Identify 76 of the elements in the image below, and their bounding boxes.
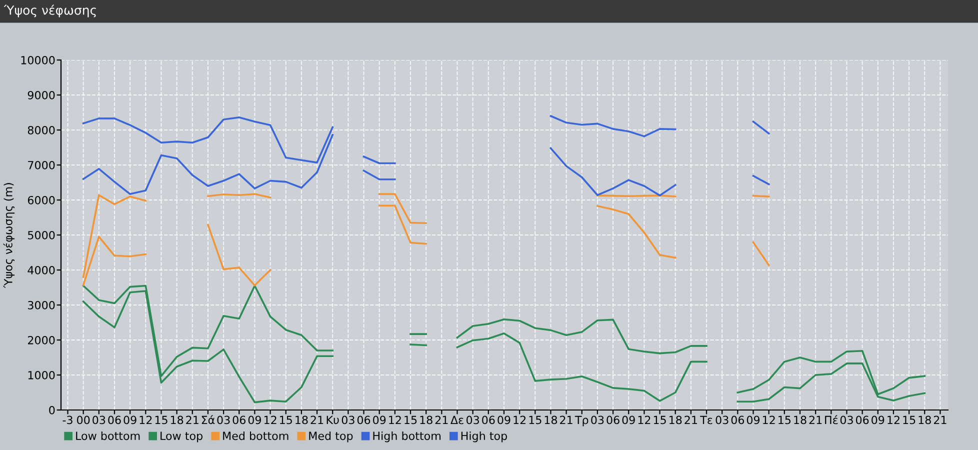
x-tick-label: 18 bbox=[544, 416, 558, 424]
legend-label: Med top bbox=[309, 431, 353, 442]
x-tick-label: 06 bbox=[482, 416, 495, 424]
x-tick-label: 21 bbox=[560, 416, 572, 424]
x-tick-label: 21 bbox=[934, 416, 946, 424]
x-tick-label: Τε bbox=[700, 416, 712, 424]
x-tick-label: 06 bbox=[232, 416, 246, 424]
x-tick-label: 09 bbox=[124, 416, 136, 424]
x-tick-label: 09 bbox=[248, 416, 261, 424]
x-tick-label: 00 bbox=[76, 416, 90, 424]
x-tick-label: 15 bbox=[404, 416, 417, 424]
x-tick-label: 15 bbox=[778, 416, 791, 424]
y-tick-label: 10000 bbox=[21, 56, 55, 64]
x-tick-label: 15 bbox=[155, 416, 168, 424]
x-tick-label: 18 bbox=[420, 416, 432, 424]
x-tick-label: 12 bbox=[888, 416, 900, 424]
x-tick-label: 03 bbox=[466, 416, 479, 424]
y-tick-label: 8000 bbox=[28, 126, 55, 134]
x-tick-label: 06 bbox=[108, 416, 121, 424]
x-tick-label: 03 bbox=[716, 416, 728, 424]
x-tick-label: 03 bbox=[342, 416, 354, 424]
x-tick-label: 21 bbox=[684, 416, 697, 424]
x-tick-label: 15 bbox=[654, 416, 666, 424]
x-tick-label: 06 bbox=[731, 416, 744, 424]
x-tick-label: 18 bbox=[918, 416, 931, 424]
x-tick-label: 12 bbox=[762, 416, 775, 424]
x-tick-label: 15 bbox=[529, 416, 542, 424]
x-tick-label: 03 bbox=[840, 416, 853, 424]
x-tick-label: 09 bbox=[373, 416, 386, 424]
x-tick-label: 18 bbox=[170, 416, 184, 424]
y-tick-label: 4000 bbox=[28, 266, 55, 274]
x-tick-label: 18 bbox=[794, 416, 806, 424]
y-tick-label: 6000 bbox=[28, 196, 55, 204]
y-tick-label: 2000 bbox=[28, 336, 55, 344]
legend-label: High bottom bbox=[373, 431, 440, 442]
y-tick-label: 1000 bbox=[28, 370, 55, 380]
x-tick-label: 12 bbox=[264, 416, 276, 424]
x-tick-label: 15 bbox=[280, 416, 292, 424]
y-tick-label: 0 bbox=[49, 406, 55, 414]
x-tick-label: 09 bbox=[746, 416, 760, 424]
x-tick-label: 06 bbox=[856, 416, 869, 424]
x-tick-label: Σά bbox=[202, 415, 215, 424]
legend-label: High top bbox=[461, 431, 507, 442]
x-tick-label: Κυ bbox=[326, 416, 339, 424]
legend-label: Low top bbox=[160, 432, 202, 442]
x-tick-label: 18 bbox=[296, 416, 308, 424]
x-tick-label: 03 bbox=[217, 416, 230, 424]
y-tick-label: 5000 bbox=[28, 230, 55, 240]
y-tick-label: 3000 bbox=[28, 300, 55, 310]
x-tick-label: 12 bbox=[140, 416, 152, 424]
x-tick-label: 18 bbox=[670, 416, 682, 424]
x-tick-label: 21 bbox=[435, 416, 448, 424]
x-tick-label: Πέ bbox=[825, 415, 838, 424]
x-tick-label: 03 bbox=[92, 416, 106, 424]
x-tick-label: 12 bbox=[389, 416, 401, 424]
x-tick-label: 09 bbox=[622, 416, 635, 424]
legend-label: Low bottom bbox=[76, 431, 140, 440]
chart-title: Ύψος νέφωσης bbox=[4, 4, 96, 18]
x-tick-label: 09 bbox=[872, 416, 884, 424]
x-tick-label: 12 bbox=[514, 416, 526, 424]
x-tick-label: 06 bbox=[606, 416, 620, 424]
x-tick-label: 12 bbox=[638, 416, 650, 424]
x-tick-label: 15 bbox=[903, 416, 916, 424]
x-tick-label: 06 bbox=[357, 416, 370, 424]
legend-label: Med bottom bbox=[223, 431, 288, 440]
x-tick-label: Τρ bbox=[574, 416, 588, 426]
x-tick-label: 21 bbox=[809, 416, 822, 424]
x-tick-label: 03 bbox=[591, 416, 604, 424]
x-tick-label: 09 bbox=[498, 416, 510, 424]
y-tick-label: 7000 bbox=[28, 160, 55, 170]
x-tick-label: Δε bbox=[450, 416, 464, 424]
x-tick-label: 21 bbox=[186, 416, 198, 424]
x-tick-label: -3 bbox=[62, 416, 72, 424]
y-axis-title: Ύψος νέφωσης (m) bbox=[3, 183, 15, 288]
x-tick-label: 21 bbox=[310, 416, 324, 424]
y-tick-label: 9000 bbox=[28, 90, 55, 100]
